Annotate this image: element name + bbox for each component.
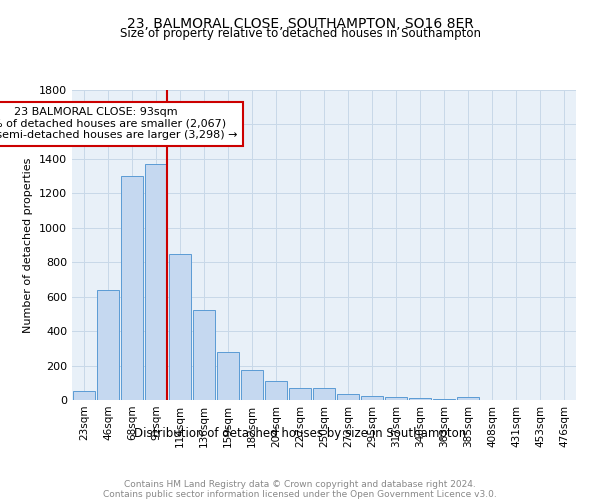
Bar bbox=[457, 397, 479, 400]
Text: Contains HM Land Registry data © Crown copyright and database right 2024.
Contai: Contains HM Land Registry data © Crown c… bbox=[103, 480, 497, 500]
Bar bbox=[121, 176, 143, 400]
Bar bbox=[409, 398, 431, 400]
Text: 23, BALMORAL CLOSE, SOUTHAMPTON, SO16 8ER: 23, BALMORAL CLOSE, SOUTHAMPTON, SO16 8E… bbox=[127, 18, 473, 32]
Text: Distribution of detached houses by size in Southampton: Distribution of detached houses by size … bbox=[134, 428, 466, 440]
Bar bbox=[385, 398, 407, 400]
Bar bbox=[289, 388, 311, 400]
Bar bbox=[265, 381, 287, 400]
Y-axis label: Number of detached properties: Number of detached properties bbox=[23, 158, 34, 332]
Bar bbox=[217, 352, 239, 400]
Text: Size of property relative to detached houses in Southampton: Size of property relative to detached ho… bbox=[119, 28, 481, 40]
Bar bbox=[361, 396, 383, 400]
Bar bbox=[433, 399, 455, 400]
Bar bbox=[313, 388, 335, 400]
Bar bbox=[97, 290, 119, 400]
Bar bbox=[169, 254, 191, 400]
Bar bbox=[73, 390, 95, 400]
Bar bbox=[193, 310, 215, 400]
Bar bbox=[145, 164, 167, 400]
Bar bbox=[241, 370, 263, 400]
Bar bbox=[337, 394, 359, 400]
Text: 23 BALMORAL CLOSE: 93sqm
← 38% of detached houses are smaller (2,067)
61% of sem: 23 BALMORAL CLOSE: 93sqm ← 38% of detach… bbox=[0, 107, 238, 140]
